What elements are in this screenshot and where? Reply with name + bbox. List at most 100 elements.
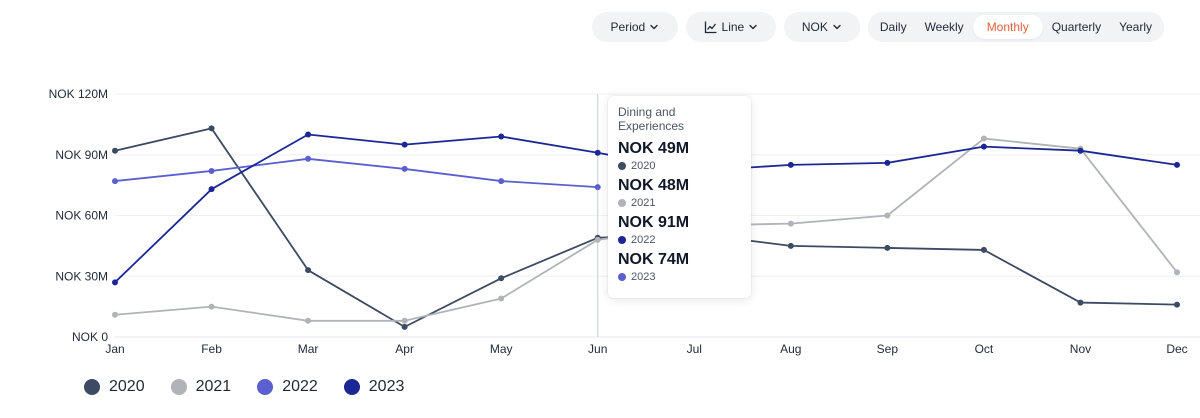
series-line: [114, 157, 598, 189]
data-point: [498, 178, 505, 185]
x-tick-label: Nov: [1070, 342, 1091, 356]
data-point: [884, 159, 891, 166]
legend-color-dot: [257, 379, 274, 395]
data-point: [208, 186, 215, 193]
y-tick-label: NOK 0: [72, 330, 108, 344]
tooltip-entry: NOK 74M 2023: [618, 250, 741, 284]
x-axis-labels: Jan Feb Mar Apr May Jun Jul Aug Sep Oct Nov Dec: [105, 342, 1187, 356]
chevron-down-icon: [749, 24, 757, 30]
x-tick-label: Aug: [780, 342, 801, 356]
tooltip-value: NOK 74M: [618, 251, 690, 268]
legend-color-dot: [170, 379, 187, 395]
y-axis-labels: NOK 0 NOK 30M NOK 60M NOK 90M NOK 120M: [49, 87, 109, 344]
data-point: [112, 311, 118, 318]
series-color-dot: [618, 199, 626, 207]
chart-type-dropdown[interactable]: Line: [685, 12, 776, 42]
x-tick-label: May: [490, 342, 513, 356]
y-tick-label: NOK 90M: [55, 148, 108, 162]
chevron-down-icon: [650, 24, 658, 30]
tooltip-series-label: 2021: [631, 197, 656, 209]
period-label: Period: [610, 20, 646, 34]
data-point: [787, 161, 794, 168]
series-color-dot: [618, 162, 626, 170]
series-2022: [112, 155, 601, 191]
data-point: [401, 165, 408, 172]
data-point: [305, 317, 312, 324]
tooltip-entry: NOK 49M 2020: [618, 139, 741, 173]
tooltip-title: Dining and Experiences: [618, 105, 685, 133]
x-tick-label: Mar: [298, 342, 319, 356]
data-point: [401, 317, 408, 324]
data-point: [1174, 301, 1180, 308]
data-point: [594, 236, 601, 243]
x-tick-label: Jan: [105, 342, 124, 356]
data-point: [594, 149, 601, 156]
data-point: [1174, 161, 1180, 168]
tooltip-series-label: 2023: [631, 271, 656, 283]
x-tick-label: Feb: [201, 342, 222, 356]
chevron-down-icon: [833, 24, 841, 30]
data-point: [1077, 299, 1084, 306]
data-point: [787, 242, 794, 249]
series-color-dot: [618, 236, 626, 244]
data-point: [980, 135, 987, 142]
legend-item-2020[interactable]: 2020: [84, 378, 145, 396]
chart-toolbar: Period Line NOK Daily Weekly Monthly Qua…: [591, 12, 1164, 42]
currency-label: NOK: [801, 20, 828, 34]
data-point: [208, 303, 215, 310]
data-point: [208, 125, 215, 132]
tooltip-entry: NOK 91M 2022: [618, 213, 741, 247]
data-point: [884, 212, 891, 219]
granularity-quarterly[interactable]: Quarterly: [1051, 20, 1102, 34]
legend-item-2023[interactable]: 2023: [343, 378, 405, 396]
currency-dropdown[interactable]: NOK: [783, 12, 860, 42]
line-chart-icon: [704, 21, 717, 34]
data-point: [208, 167, 215, 174]
data-point: [112, 279, 118, 286]
chart-tooltip: Dining and Experiences NOK 49M 2020 NOK …: [608, 96, 751, 298]
tooltip-value: NOK 91M: [618, 214, 690, 231]
series-color-dot: [618, 273, 626, 281]
legend-label: 2022: [282, 378, 318, 395]
granularity-weekly[interactable]: Weekly: [924, 20, 964, 34]
tooltip-value: NOK 49M: [618, 140, 690, 157]
data-point: [112, 147, 118, 154]
data-point: [884, 244, 891, 251]
tooltip-entry: NOK 48M 2021: [618, 176, 741, 210]
legend-item-2022[interactable]: 2022: [257, 378, 318, 396]
chart-legend: 2020 2021 2022 2023: [84, 378, 404, 396]
data-point: [498, 295, 505, 302]
legend-color-dot: [343, 379, 360, 395]
x-tick-label: Apr: [395, 342, 414, 356]
data-point: [1174, 269, 1180, 276]
data-point: [498, 133, 505, 140]
legend-label: 2021: [195, 378, 232, 395]
chart-type-label: Line: [721, 20, 745, 34]
data-point: [401, 323, 408, 330]
legend-label: 2020: [109, 378, 145, 395]
y-tick-label: NOK 30M: [55, 269, 108, 283]
data-point: [401, 141, 408, 148]
data-point: [594, 184, 601, 191]
legend-label: 2023: [368, 378, 405, 395]
granularity-yearly[interactable]: Yearly: [1119, 20, 1152, 34]
x-tick-label: Jul: [687, 342, 702, 356]
tooltip-value: NOK 48M: [618, 177, 690, 194]
granularity-selector: Daily Weekly Monthly Quarterly Yearly: [867, 12, 1164, 42]
line-chart[interactable]: NOK 0 NOK 30M NOK 60M NOK 90M NOK 120M Jan Fe…: [0, 0, 1200, 370]
granularity-daily[interactable]: Daily: [879, 20, 907, 34]
tooltip-series-label: 2022: [631, 234, 656, 246]
x-tick-label: Oct: [975, 342, 994, 356]
data-point: [1077, 147, 1084, 154]
legend-item-2021[interactable]: 2021: [170, 378, 232, 396]
x-tick-label: Jun: [588, 342, 607, 356]
data-point: [305, 267, 312, 274]
granularity-monthly[interactable]: Monthly: [972, 15, 1043, 39]
period-dropdown[interactable]: Period: [591, 12, 678, 42]
data-point: [305, 155, 312, 162]
data-point: [112, 178, 118, 185]
data-point: [498, 275, 505, 282]
y-tick-label: NOK 120M: [49, 87, 108, 101]
data-point: [980, 246, 987, 253]
y-tick-label: NOK 60M: [55, 209, 108, 223]
